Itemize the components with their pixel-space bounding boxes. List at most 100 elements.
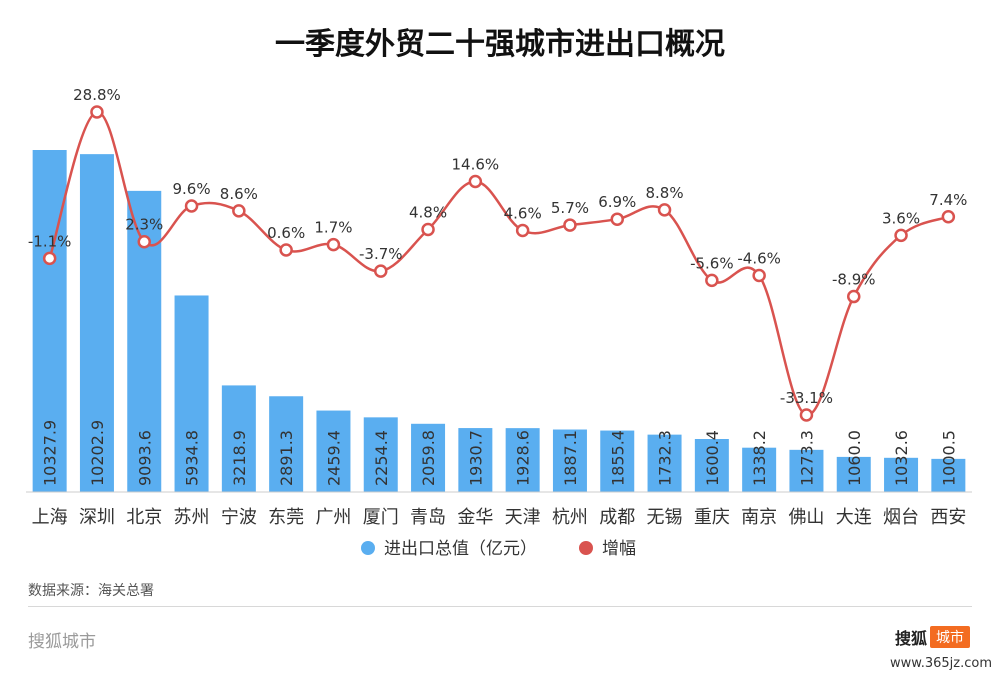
bar — [174, 295, 209, 492]
line-point — [705, 273, 719, 288]
line-point — [326, 237, 341, 252]
line-value-label: 8.6% — [220, 185, 258, 203]
watermark: www.365jz.com — [890, 656, 992, 671]
line-value-label: 5.7% — [551, 199, 589, 217]
line-point — [42, 251, 57, 266]
bar — [836, 456, 871, 492]
bar — [647, 434, 682, 492]
line-value-label: 6.9% — [598, 193, 636, 211]
line-value-label: -1.1% — [28, 232, 72, 250]
bar — [742, 447, 777, 492]
legend: 进出口总值（亿元） 增幅 — [361, 539, 636, 559]
category-label: 宁波 — [221, 507, 257, 528]
legend-bar-marker — [361, 541, 375, 555]
legend-bar-label: 进出口总值（亿元） — [384, 539, 537, 559]
line-value-label: -8.9% — [832, 271, 876, 289]
bar-value-label: 2891.3 — [277, 430, 296, 486]
line-point — [752, 268, 766, 283]
category-label: 西安 — [930, 507, 966, 528]
line-value-label: 7.4% — [929, 191, 967, 209]
bar — [458, 428, 493, 492]
category-label: 金华 — [457, 507, 493, 528]
line-point — [799, 408, 814, 422]
bar-value-label: 1928.6 — [514, 430, 533, 486]
bar-value-label: 1060.0 — [845, 430, 864, 486]
category-label: 杭州 — [552, 507, 588, 528]
bar-value-label: 1732.3 — [656, 430, 675, 486]
brand-logo-badge: 城市 — [930, 626, 970, 648]
line-point — [610, 212, 624, 226]
line-point — [894, 228, 908, 243]
bar — [79, 154, 114, 492]
bar — [221, 385, 256, 492]
source-note: 数据来源：海关总署 — [28, 583, 154, 599]
bar — [931, 458, 966, 492]
line-point — [90, 105, 104, 119]
bar — [32, 150, 67, 492]
category-label: 上海 — [32, 507, 68, 528]
line-value-label: 0.6% — [267, 224, 305, 242]
bar-value-label: 3218.9 — [230, 430, 249, 486]
bar-value-label: 1887.1 — [561, 430, 580, 486]
line-point — [847, 289, 861, 304]
line-point — [563, 218, 577, 232]
line-value-label: 4.8% — [409, 203, 447, 221]
chart-title: 一季度外贸二十强城市进出口概况 — [275, 27, 725, 62]
bar-value-labels: 10327.9 10202.9 9093.6 5934.8 3218.9 2891.3 24… — [41, 420, 959, 486]
line-value-label: -3.7% — [359, 245, 403, 263]
line-point — [657, 203, 672, 217]
category-label: 苏州 — [174, 507, 210, 528]
line-point — [137, 234, 151, 249]
line-value-label: 2.3% — [125, 216, 163, 234]
bar-value-label: 5934.8 — [183, 430, 202, 486]
bar-value-label: 1273.3 — [797, 430, 816, 486]
line-value-label: 4.6% — [504, 204, 542, 222]
line-value-label: 8.8% — [645, 184, 683, 202]
category-label: 厦门 — [363, 507, 399, 528]
line-point — [279, 243, 293, 257]
line-value-label: -4.6% — [737, 249, 781, 267]
line-value-label: -33.1% — [780, 389, 833, 407]
bar — [600, 430, 635, 492]
line-series: -1.1% 28.8% 2.3% 9.6% 8.6% 0.6% 1.7% -3.7% 4.8% 1… — [28, 86, 967, 422]
line-point — [421, 222, 435, 237]
bar — [694, 439, 729, 492]
line-point — [468, 174, 483, 189]
line-value-label: 28.8% — [73, 86, 121, 104]
category-labels: 上海 深圳 北京 苏州 宁波 东莞 广州 厦门 青岛 金华 天津 杭州 成都 无锡 重庆 南京 佛山 大连 烟台 西安 — [32, 507, 967, 528]
category-label: 无锡 — [647, 507, 683, 528]
line-point — [232, 204, 246, 218]
line-value-label: 9.6% — [172, 180, 210, 198]
category-label: 东莞 — [268, 507, 304, 528]
bar — [552, 429, 587, 492]
brand-logo: 搜狐 城市 — [895, 625, 970, 649]
category-label: 南京 — [741, 507, 777, 528]
category-label: 北京 — [126, 507, 162, 528]
footer-brand: 搜狐城市 — [28, 632, 96, 652]
category-label: 广州 — [315, 507, 351, 528]
divider — [28, 606, 972, 607]
bar — [269, 396, 304, 492]
bar — [789, 449, 824, 492]
chart: 一季度外贸二十强城市进出口概况 10327.9 10202.9 9093.6 5934… — [26, 27, 972, 559]
category-label: 烟台 — [883, 507, 919, 528]
line-value-label: -5.6% — [690, 254, 734, 272]
bar — [316, 410, 351, 492]
category-label: 青岛 — [410, 507, 446, 528]
legend-line-marker — [579, 541, 593, 555]
bar-value-label: 10327.9 — [41, 420, 60, 486]
line-point — [184, 199, 199, 213]
bar — [505, 428, 540, 492]
category-label: 重庆 — [694, 507, 730, 528]
bar-value-label: 1855.4 — [608, 430, 627, 486]
brand-logo-text: 搜狐 — [894, 629, 927, 648]
category-label: 成都 — [599, 507, 635, 528]
category-label: 天津 — [505, 507, 541, 528]
line-value-label: 1.7% — [314, 219, 352, 237]
category-label: 佛山 — [788, 507, 824, 528]
bar-value-label: 2459.4 — [324, 430, 343, 486]
bar — [884, 457, 919, 492]
bar-value-label: 1032.6 — [892, 430, 911, 486]
legend-line-label: 增幅 — [602, 539, 636, 559]
bar-value-label: 2254.4 — [372, 430, 391, 486]
